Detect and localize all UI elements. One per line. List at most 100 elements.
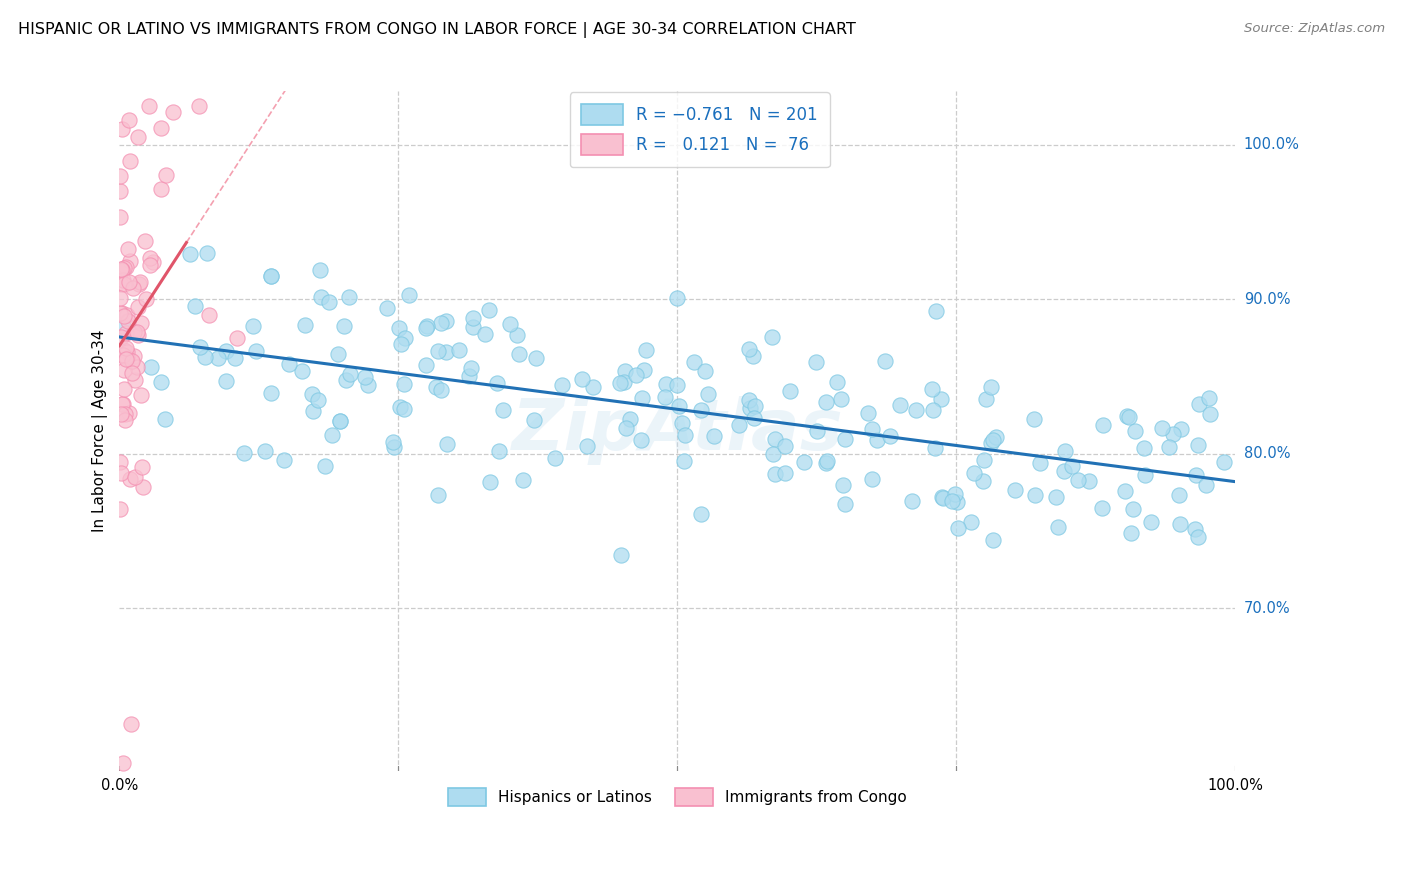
Point (112, 396, 135, 410)
Point (889, 398, 911, 412)
Point (115, 352, 138, 367)
Point (932, 491, 955, 505)
Point (245, 344, 267, 359)
Point (153, 411, 176, 425)
Point (329, 414, 352, 428)
Point (387, 321, 409, 335)
Y-axis label: In Labor Force | Age 30-34: In Labor Force | Age 30-34 (93, 329, 108, 532)
Point (931, 490, 953, 504)
Point (394, 331, 416, 345)
Point (959, 515, 981, 529)
Point (672, 454, 695, 468)
Point (111, 272, 134, 286)
Point (114, 413, 136, 427)
Point (740, 401, 762, 415)
Point (179, 247, 201, 261)
Point (225, 331, 247, 345)
Point (1161, 427, 1184, 442)
Point (523, 413, 546, 427)
Text: Source: ZipAtlas.com: Source: ZipAtlas.com (1244, 22, 1385, 36)
Point (815, 454, 838, 468)
Point (110, 261, 132, 276)
Point (834, 433, 856, 447)
Point (866, 433, 889, 447)
Point (121, 280, 143, 294)
Point (922, 403, 945, 417)
Point (110, 455, 132, 469)
Point (981, 533, 1004, 548)
Point (1170, 421, 1192, 435)
Point (108, 291, 131, 305)
Point (683, 355, 706, 369)
Point (1140, 515, 1163, 529)
Point (738, 342, 761, 356)
Point (1046, 520, 1069, 534)
Text: HISPANIC OR LATINO VS IMMIGRANTS FROM CONGO IN LABOR FORCE | AGE 30-34 CORRELATI: HISPANIC OR LATINO VS IMMIGRANTS FROM CO… (18, 22, 856, 38)
Point (415, 321, 437, 335)
Point (127, 130, 149, 145)
Point (873, 354, 896, 368)
Text: 90.0%: 90.0% (1244, 292, 1291, 307)
Point (333, 319, 356, 334)
Point (485, 376, 508, 391)
Point (131, 460, 153, 475)
Point (1116, 409, 1139, 423)
Point (1159, 440, 1181, 454)
Point (291, 364, 314, 378)
Point (492, 403, 515, 417)
Point (806, 355, 828, 369)
Point (630, 434, 652, 448)
Point (314, 458, 336, 473)
Point (134, 234, 156, 248)
Point (1199, 407, 1222, 421)
Point (110, 330, 132, 344)
Point (120, 154, 142, 169)
Point (636, 343, 658, 357)
Point (382, 440, 405, 454)
Point (108, 169, 131, 183)
Point (614, 421, 637, 435)
Point (830, 392, 852, 406)
Point (277, 357, 299, 371)
Point (1168, 516, 1191, 531)
Point (122, 349, 145, 363)
Point (695, 364, 717, 378)
Point (460, 361, 482, 376)
Point (128, 277, 150, 291)
Point (624, 368, 647, 382)
Point (571, 372, 593, 386)
Point (309, 262, 332, 277)
Point (127, 327, 149, 342)
Point (121, 366, 143, 380)
Point (108, 502, 131, 516)
Point (921, 383, 943, 397)
Point (806, 425, 828, 439)
Point (294, 318, 316, 332)
Point (197, 246, 219, 260)
Point (434, 345, 457, 359)
Point (671, 416, 693, 430)
Point (963, 466, 986, 480)
Point (1123, 424, 1146, 438)
Point (335, 373, 357, 387)
Point (242, 319, 264, 334)
Point (738, 392, 761, 407)
Point (135, 292, 157, 306)
Point (124, 373, 146, 387)
Point (197, 308, 219, 322)
Point (983, 434, 1005, 448)
Point (382, 435, 405, 450)
Point (118, 253, 141, 268)
Point (814, 456, 837, 470)
Point (129, 316, 152, 330)
Point (904, 402, 927, 417)
Point (124, 470, 146, 484)
Point (924, 303, 946, 318)
Point (232, 445, 254, 459)
Point (827, 375, 849, 389)
Point (512, 474, 534, 488)
Point (118, 472, 141, 486)
Point (111, 756, 134, 770)
Point (188, 99, 211, 113)
Point (138, 251, 160, 265)
